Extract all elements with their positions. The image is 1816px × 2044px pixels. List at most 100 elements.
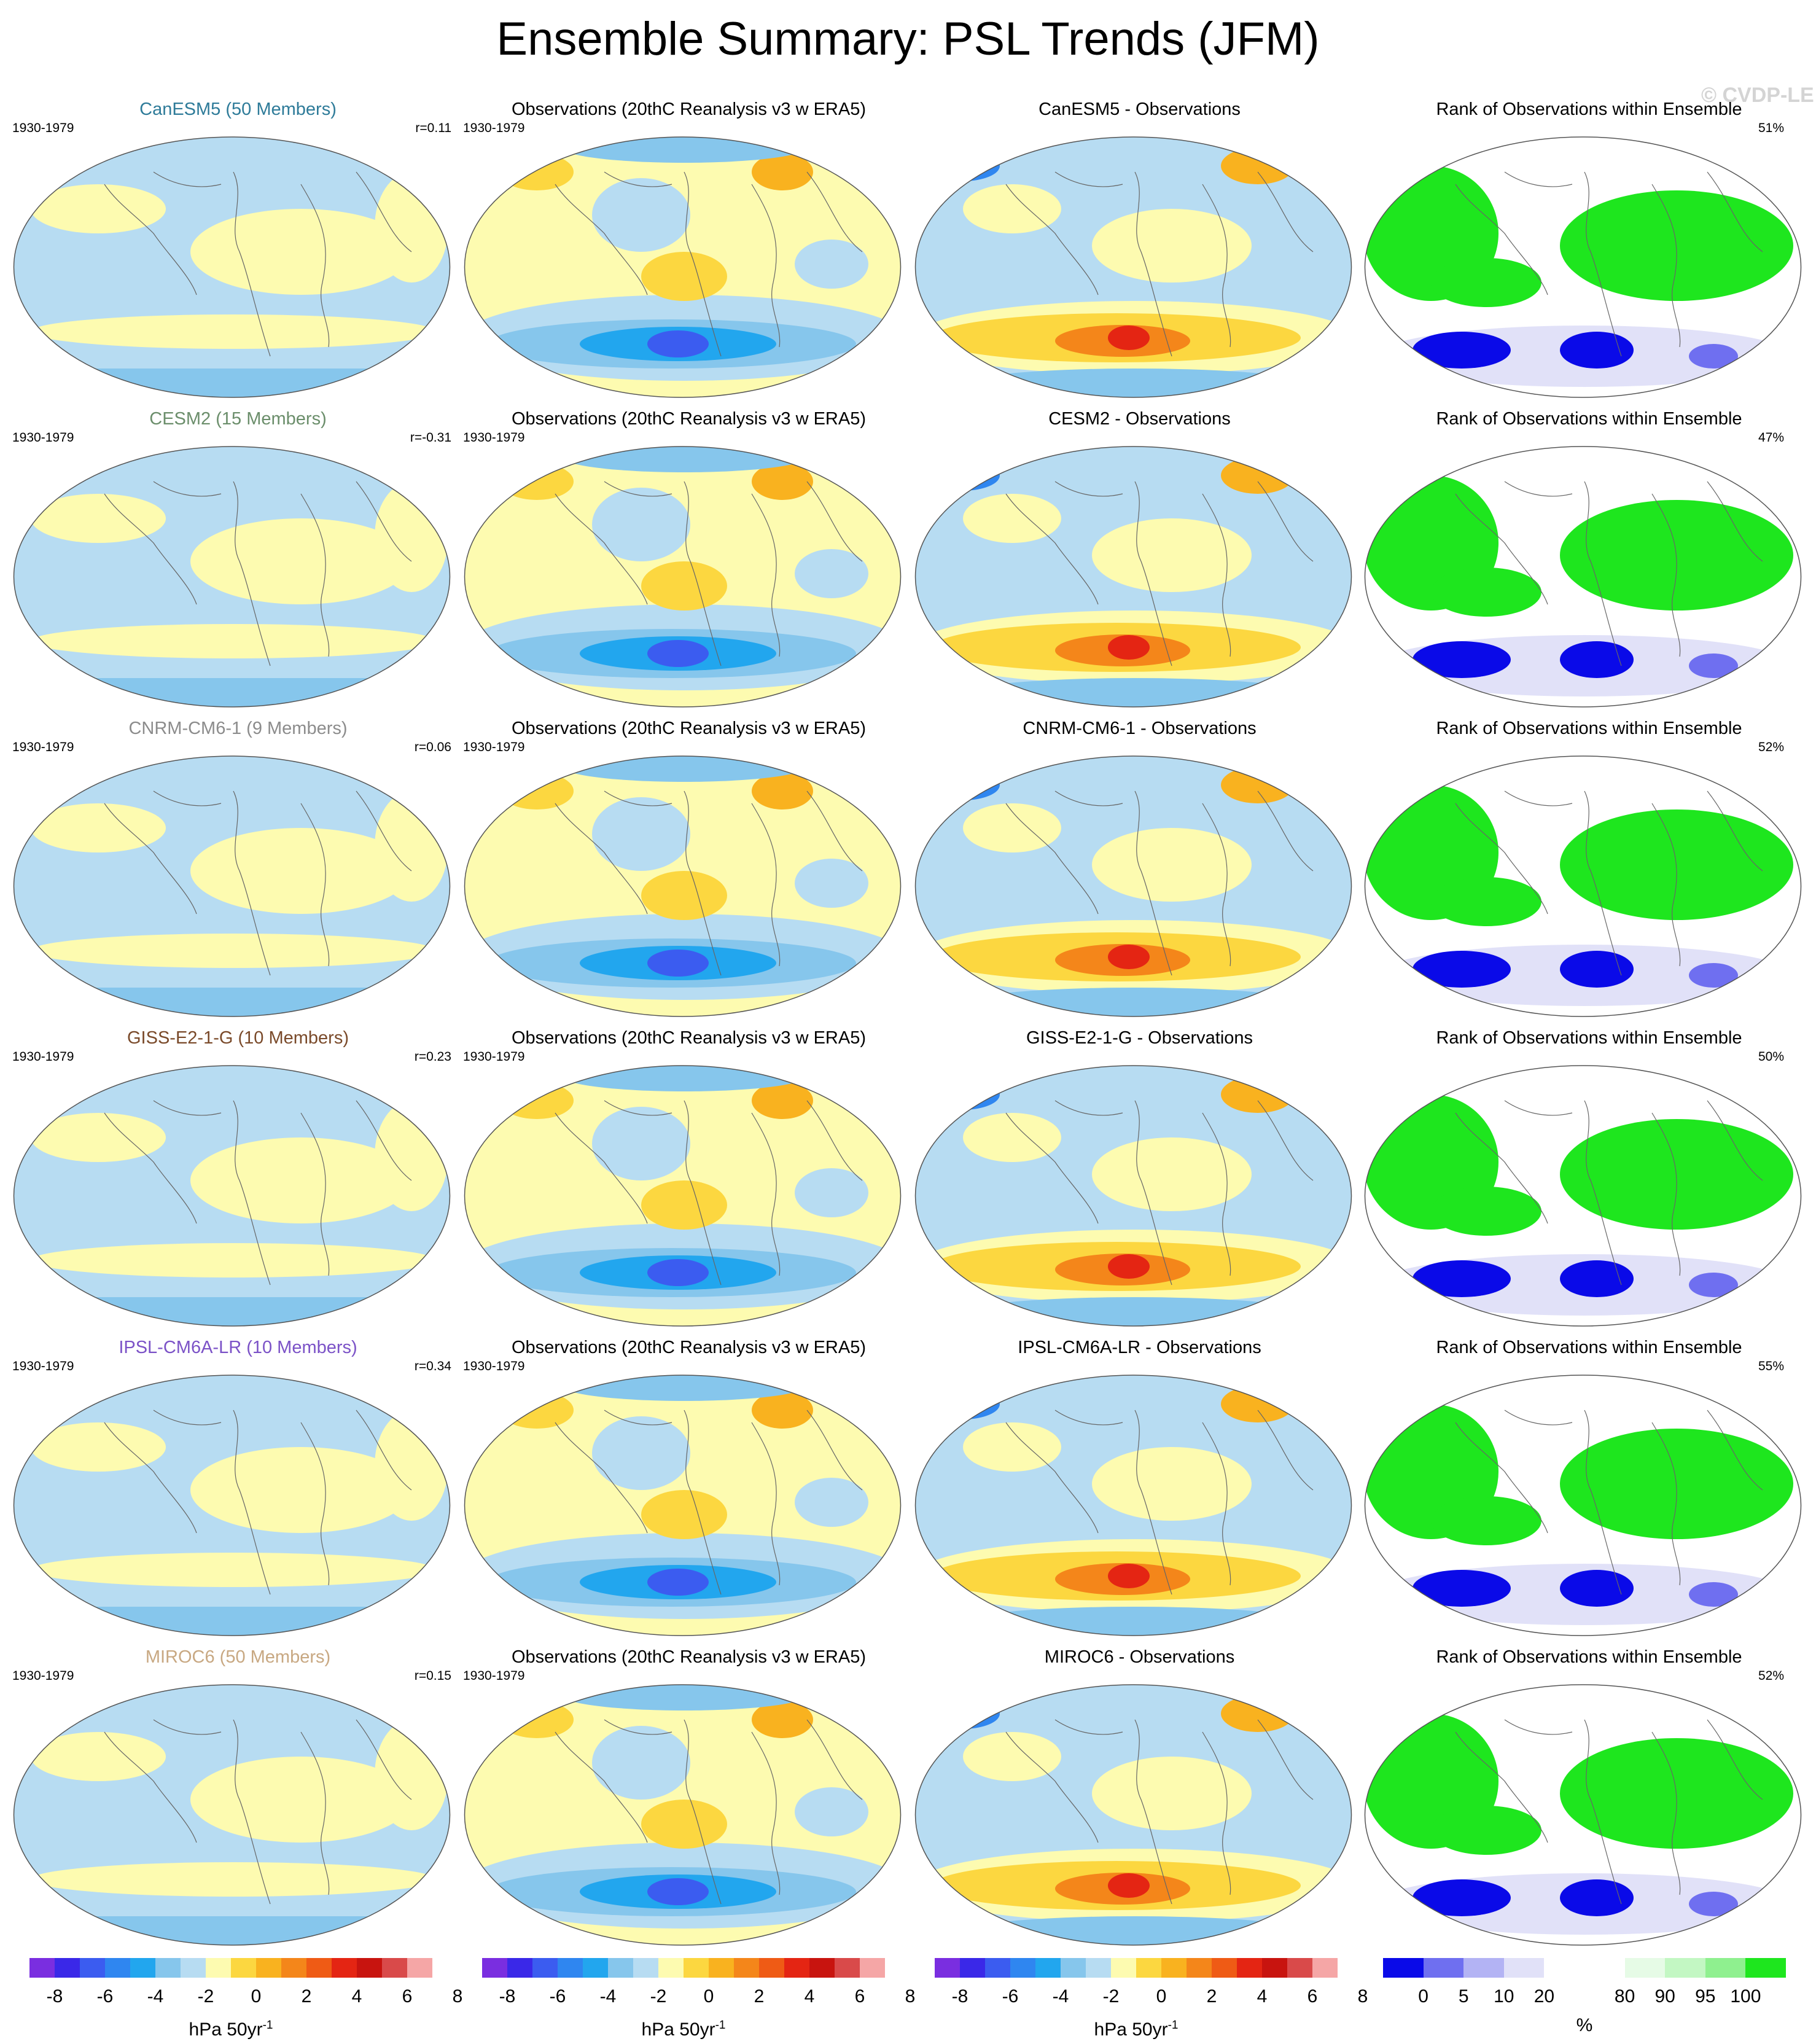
period-label: 1930-1979 bbox=[12, 1359, 74, 1373]
colorbar-tick-label: -8 bbox=[46, 1986, 63, 2007]
panel-title: CNRM-CM6-1 - Observations bbox=[1023, 719, 1257, 738]
colorbar-swatch bbox=[1312, 1958, 1338, 1978]
colorbar-tick-label: 100 bbox=[1730, 1986, 1761, 2007]
colorbar-tick-label: 6 bbox=[1307, 1986, 1318, 2007]
map-panel-model-2: CESM2 (15 Members) 1930-1979 r=-0.31 bbox=[12, 408, 464, 715]
colorbar-swatch bbox=[332, 1958, 357, 1978]
period-label: 1930-1979 bbox=[12, 1050, 74, 1064]
colorbar-swatch bbox=[709, 1958, 734, 1978]
colorbar-swatch bbox=[1187, 1958, 1212, 1978]
panel-title: CanESM5 - Observations bbox=[1039, 99, 1241, 119]
watermark: © CVDP-LE bbox=[1701, 84, 1814, 107]
panel-title: Rank of Observations within Ensemble bbox=[1436, 99, 1742, 119]
colorbar-swatch bbox=[1061, 1958, 1086, 1978]
colorbar-tick-label: -2 bbox=[197, 1986, 214, 2007]
colorbar-swatch bbox=[1503, 1958, 1545, 1978]
pattern-correlation: r=0.23 bbox=[414, 1050, 451, 1064]
globe-map bbox=[12, 1373, 451, 1637]
globe-map bbox=[12, 754, 451, 1018]
colorbar-swatch bbox=[1705, 1958, 1746, 1978]
globe-map bbox=[12, 1064, 451, 1328]
colorbar-tick-label: 4 bbox=[804, 1986, 815, 2007]
panel-title: Rank of Observations within Ensemble bbox=[1436, 1338, 1742, 1357]
panel-title: GISS-E2-1-G (10 Members) bbox=[127, 1028, 349, 1048]
colorbar-swatches bbox=[935, 1958, 1338, 1978]
period-label: 1930-1979 bbox=[12, 1669, 74, 1683]
colorbar-swatch bbox=[29, 1958, 55, 1978]
colorbar-tick-label: -6 bbox=[1002, 1986, 1019, 2007]
panel-title: CanESM5 (50 Members) bbox=[139, 99, 337, 119]
colorbar-swatch bbox=[256, 1958, 281, 1978]
panel-title: Observations (20thC Reanalysis v3 w ERA5… bbox=[511, 719, 866, 738]
colorbar-swatch bbox=[1745, 1958, 1786, 1978]
colorbar-swatch bbox=[809, 1958, 835, 1978]
colorbar-swatch bbox=[1584, 1958, 1625, 1978]
colorbar-swatch bbox=[684, 1958, 709, 1978]
colorbar-swatch bbox=[658, 1958, 684, 1978]
colorbar-tick-label: -6 bbox=[96, 1986, 114, 2007]
rank-percentage: 52% bbox=[1758, 1669, 1784, 1683]
colorbar-tick-label: 8 bbox=[452, 1986, 463, 2007]
colorbar-tick-label: 4 bbox=[1257, 1986, 1268, 2007]
rank-percentage: 51% bbox=[1758, 121, 1784, 135]
colorbar-swatch bbox=[1136, 1958, 1161, 1978]
colorbar-tick-label: 10 bbox=[1494, 1986, 1514, 2007]
map-panel-obs-1: Observations (20thC Reanalysis v3 w ERA5… bbox=[463, 98, 914, 405]
panel-title: MIROC6 - Observations bbox=[1044, 1647, 1235, 1667]
colorbar-swatch bbox=[1237, 1958, 1262, 1978]
colorbar-swatch bbox=[281, 1958, 306, 1978]
unit-exponent: -1 bbox=[715, 2019, 726, 2032]
map-panel-obs-6: Observations (20thC Reanalysis v3 w ERA5… bbox=[463, 1646, 914, 1953]
colorbar-swatches bbox=[1383, 1958, 1786, 1978]
colorbar-swatch bbox=[1544, 1958, 1584, 1978]
globe-map bbox=[914, 1373, 1353, 1637]
map-panel-model-4: GISS-E2-1-G (10 Members) 1930-1979 r=0.23 bbox=[12, 1027, 464, 1334]
colorbar-swatch bbox=[1086, 1958, 1111, 1978]
colorbar-tick-label: 20 bbox=[1533, 1986, 1555, 2007]
period-label: 1930-1979 bbox=[12, 121, 74, 135]
colorbar-swatch bbox=[835, 1958, 860, 1978]
period-label: 1930-1979 bbox=[463, 1359, 525, 1373]
period-label: 1930-1979 bbox=[463, 1669, 525, 1683]
map-panel-obs-4: Observations (20thC Reanalysis v3 w ERA5… bbox=[463, 1027, 914, 1334]
colorbar-tick-label: 0 bbox=[251, 1986, 262, 2007]
map-panel-rank-5: Rank of Observations within Ensemble 55% bbox=[1363, 1336, 1815, 1644]
colorbar-tick-label: 95 bbox=[1695, 1986, 1716, 2007]
colorbar-swatch bbox=[759, 1958, 784, 1978]
panel-title: Observations (20thC Reanalysis v3 w ERA5… bbox=[511, 409, 866, 429]
map-panel-model-3: CNRM-CM6-1 (9 Members) 1930-1979 r=0.06 bbox=[12, 717, 464, 1024]
pattern-correlation: r=0.34 bbox=[414, 1359, 451, 1373]
colorbar-observed-trend: -8 -6 -4 -2 0 2 4 6 8 hPa 50yr-1 bbox=[482, 1958, 915, 2044]
colorbar-swatches bbox=[482, 1958, 885, 1978]
globe-map bbox=[463, 754, 902, 1018]
map-panel-obs-5: Observations (20thC Reanalysis v3 w ERA5… bbox=[463, 1336, 914, 1644]
colorbar-swatch bbox=[357, 1958, 382, 1978]
colorbar-swatch bbox=[382, 1958, 407, 1978]
colorbar-swatch bbox=[1010, 1958, 1035, 1978]
colorbar-tick-label: -4 bbox=[1052, 1986, 1069, 2007]
globe-map bbox=[1363, 754, 1802, 1018]
figure-title: Ensemble Summary: PSL Trends (JFM) bbox=[496, 13, 1320, 65]
colorbar-swatch bbox=[231, 1958, 256, 1978]
map-panel-rank-4: Rank of Observations within Ensemble 50% bbox=[1363, 1027, 1815, 1334]
colorbar-swatch bbox=[734, 1958, 759, 1978]
unit-text: hPa 50yr bbox=[641, 2019, 715, 2040]
period-label: 1930-1979 bbox=[463, 121, 525, 135]
colorbar-tick-label: 2 bbox=[1206, 1986, 1217, 2007]
colorbar-swatch bbox=[608, 1958, 633, 1978]
panel-title: Observations (20thC Reanalysis v3 w ERA5… bbox=[511, 1647, 866, 1667]
globe-map bbox=[914, 754, 1353, 1018]
map-panel-obs-3: Observations (20thC Reanalysis v3 w ERA5… bbox=[463, 717, 914, 1024]
map-panel-model-6: MIROC6 (50 Members) 1930-1979 r=0.15 bbox=[12, 1646, 464, 1953]
colorbar-tick-label: -2 bbox=[1102, 1986, 1120, 2007]
colorbar-tick-label: 80 bbox=[1614, 1986, 1635, 2007]
map-panel-model-1: CanESM5 (50 Members) 1930-1979 r=0.11 bbox=[12, 98, 464, 405]
colorbar-swatch bbox=[1423, 1958, 1464, 1978]
colorbar-swatch bbox=[1383, 1958, 1424, 1978]
colorbar-swatch bbox=[1035, 1958, 1061, 1978]
map-panel-rank-1: Rank of Observations within Ensemble 51% bbox=[1363, 98, 1815, 405]
globe-map bbox=[1363, 135, 1802, 399]
period-label: 1930-1979 bbox=[463, 1050, 525, 1064]
unit-exponent: -1 bbox=[1167, 2019, 1179, 2032]
globe-map bbox=[12, 135, 451, 399]
